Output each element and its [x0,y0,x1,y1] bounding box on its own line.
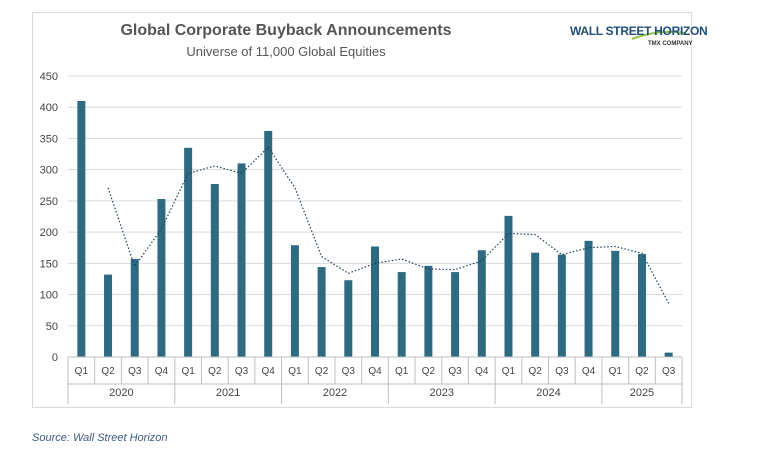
y-tick-label: 200 [40,227,58,239]
x-tick-label: Q4 [475,366,489,377]
bar [637,253,646,357]
bar [210,184,219,357]
x-tick-label: Q4 [368,366,382,377]
x-tick-label: Q4 [582,366,596,377]
trend-line [107,146,670,304]
y-tick-label: 400 [40,102,58,114]
y-tick-label: 450 [40,71,58,83]
x-tick-label: Q1 [609,366,623,377]
x-tick-label: Q3 [235,366,249,377]
x-tick-label: Q3 [555,366,569,377]
bar [157,199,166,357]
bar [371,246,379,357]
year-label: 2025 [630,387,654,399]
logo-subtext: TMX COMPANY [648,41,693,47]
x-tick-label: Q3 [128,366,142,377]
bar [664,352,673,357]
x-tick-label: Q4 [262,366,276,377]
y-tick-label: 150 [40,258,58,270]
bar [264,130,273,357]
x-tick-label: Q3 [662,366,676,377]
bar [344,280,353,357]
year-label: 2024 [536,387,560,399]
bar [477,250,486,357]
y-tick-label: 300 [40,165,58,177]
x-tick-label: Q2 [208,366,222,377]
bar [130,258,139,357]
bar [531,252,540,357]
chart-frame [32,12,692,408]
x-tick-label: Q4 [155,366,169,377]
x-tick-label: Q2 [635,366,649,377]
year-label: 2023 [429,387,453,399]
logo-text: WALL STREET HORIZON [570,24,708,38]
bar [504,215,513,357]
bar [557,254,566,357]
x-tick-label: Q3 [342,366,356,377]
x-tick-label: Q2 [101,366,115,377]
bar [184,147,193,357]
x-tick-label: Q1 [502,366,516,377]
chart-subtitle: Universe of 11,000 Global Equities [186,44,386,59]
x-tick-label: Q1 [395,366,409,377]
bar [237,163,246,357]
logo-swoosh-icon [631,30,687,40]
bar [397,272,406,357]
chart-title: Global Corporate Buyback Announcements [120,22,452,39]
x-tick-label: Q1 [75,366,89,377]
y-tick-label: 50 [46,321,58,333]
year-label: 2020 [109,387,133,399]
year-label: 2022 [323,387,347,399]
bar [290,245,299,357]
bar [317,267,326,357]
x-tick-label: Q3 [448,366,462,377]
bar [424,265,433,357]
bar [104,274,113,357]
bar [451,272,460,357]
bar [77,100,86,357]
wall-street-horizon-logo: WALL STREET HORIZON TMX COMPANY [570,24,708,58]
x-tick-label: Q1 [288,366,302,377]
y-tick-label: 0 [52,352,58,364]
y-tick-label: 250 [40,196,58,208]
y-tick-label: 100 [40,290,58,302]
year-label: 2021 [216,387,240,399]
y-tick-label: 350 [40,133,58,145]
x-tick-label: Q2 [422,366,436,377]
x-tick-label: Q2 [315,366,329,377]
source-note: Source: Wall Street Horizon [32,432,168,444]
bar [611,250,620,357]
x-tick-label: Q1 [181,366,195,377]
x-tick-label: Q2 [529,366,543,377]
bar [584,240,593,357]
